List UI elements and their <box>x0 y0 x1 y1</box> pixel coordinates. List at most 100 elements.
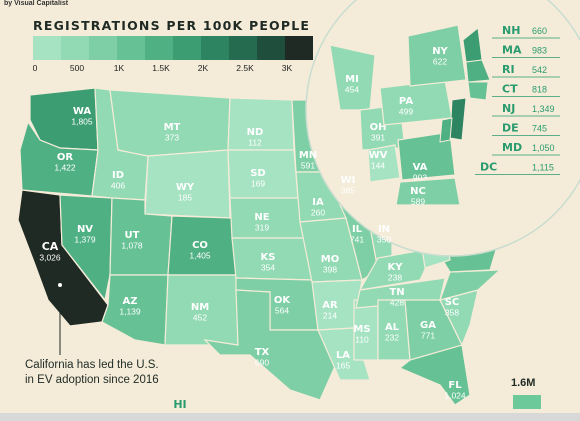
state-label-mt-abbr: MT <box>164 122 181 133</box>
state-label-ks-abbr: KS <box>261 252 276 263</box>
callout-ma-abbr: MA <box>502 44 522 57</box>
state-label-mo-abbr: MO <box>321 254 339 265</box>
state-label-wa-value: 1,805 <box>71 117 93 127</box>
zoom-state-ny <box>407 24 467 87</box>
state-label-nm-value: 452 <box>193 313 207 323</box>
zoom-label-nc-abbr: NC <box>410 186 426 197</box>
zoom-label-ny-value: 622 <box>433 57 447 67</box>
state-label-nv-value: 1,379 <box>74 235 96 245</box>
callout-ma-value: 983 <box>532 46 547 56</box>
state-label-wy-value: 185 <box>178 193 192 203</box>
state-label-wy-abbr: WY <box>176 182 195 193</box>
state-label-in-abbr: IN <box>378 224 390 235</box>
state-label-co-abbr: CO <box>192 240 208 251</box>
zoom-label-pa-value: 499 <box>399 107 413 117</box>
state-label-ky-value: 238 <box>388 273 402 283</box>
callout-de-abbr: DE <box>502 122 519 135</box>
legend-tick-label: 0 <box>32 63 38 73</box>
state-label-ky-abbr: KY <box>388 262 404 273</box>
legend-swatch-7 <box>229 36 257 60</box>
state-label-il-abbr: IL <box>352 224 363 235</box>
state-label-ia-value: 260 <box>311 208 325 218</box>
legend-tick-label: 1K <box>113 63 125 73</box>
callout-de-value: 745 <box>532 124 547 134</box>
state-label-la-value: 165 <box>336 361 350 371</box>
zoom-state-nc <box>395 177 461 206</box>
callout-nh-value: 660 <box>532 26 547 36</box>
callout-nj-abbr: NJ <box>502 102 515 115</box>
legend-tick-label: 500 <box>69 63 85 73</box>
state-label-sc-abbr: SC <box>445 297 460 308</box>
state-label-mn-abbr: MN <box>299 150 317 161</box>
state-label-il-value: 741 <box>350 235 364 245</box>
zoom-small-state-shape <box>439 117 453 143</box>
state-label-ms-value: 110 <box>355 335 369 345</box>
state-label-az-value: 1,139 <box>119 307 141 317</box>
zoom-label-mi-abbr: MI <box>345 74 359 85</box>
state-label-ne-abbr: NE <box>254 212 269 223</box>
state-nc <box>439 269 502 301</box>
state-label-sd-abbr: SD <box>250 168 266 179</box>
state-label-sc-value: 358 <box>445 308 459 318</box>
state-label-ok-value: 564 <box>275 306 289 316</box>
note-line-2: in EV adoption since 2016 <box>25 374 159 386</box>
state-label-ut-value: 1,078 <box>121 241 143 251</box>
state-label-nd-value: 112 <box>248 138 262 148</box>
legend-swatch-0 <box>33 36 61 60</box>
state-label-sd-value: 169 <box>251 179 265 189</box>
state-label-wi-abbr: WI <box>341 175 356 186</box>
state-label-ca-abbr: CA <box>42 240 59 253</box>
states-layer <box>17 29 503 406</box>
state-label-wa-abbr: WA <box>73 106 92 117</box>
callout-dc-value: 1,115 <box>532 163 554 173</box>
state-label-mt-value: 373 <box>165 133 179 143</box>
zoom-state-va <box>397 131 456 181</box>
zoom-label-nc-value: 589 <box>411 197 425 207</box>
state-label-ut-abbr: UT <box>125 230 140 241</box>
state-label-wi-value: 385 <box>341 186 355 196</box>
state-label-hi-abbr: HI <box>173 398 186 411</box>
zoom-label-oh-abbr: OH <box>370 122 387 133</box>
state-label-id-value: 406 <box>111 181 125 191</box>
legend-swatch-4 <box>145 36 173 60</box>
state-label-ia-abbr: IA <box>312 197 324 208</box>
state-label-tx-abbr: TX <box>255 347 270 358</box>
state-label-nm-abbr: NM <box>191 302 209 313</box>
zoom-label-wv-abbr: WV <box>369 150 388 161</box>
legend-swatch-9 <box>285 36 313 60</box>
note-line-1: California has led the U.S. <box>25 359 159 371</box>
legend-swatch-1 <box>61 36 89 60</box>
legend-swatch-8 <box>257 36 285 60</box>
state-label-tx-value: 690 <box>255 358 269 368</box>
legend-swatch-3 <box>117 36 145 60</box>
state-label-fl-value: 1,024 <box>444 391 466 401</box>
zoom-state-wv <box>367 144 401 183</box>
callout-dc-abbr: DC <box>480 161 497 174</box>
state-label-ga-abbr: GA <box>420 320 436 331</box>
legend-title: REGISTRATIONS PER 100K PEOPLE <box>33 18 311 33</box>
state-label-ga-value: 771 <box>421 331 435 341</box>
legend-tick-label: 3K <box>281 63 293 73</box>
state-label-fl-abbr: FL <box>448 380 462 391</box>
callout-ct-abbr: CT <box>502 83 518 96</box>
state-label-or-abbr: OR <box>57 152 74 163</box>
zoom-label-mi-value: 454 <box>345 85 359 95</box>
zoom-label-oh-value: 391 <box>371 133 385 143</box>
callout-ri-abbr: RI <box>502 63 515 76</box>
state-label-ok-abbr: OK <box>274 295 292 306</box>
legend-ticks: 0 500 1K 1.5K 2K 2.5K 3K <box>33 63 293 75</box>
state-label-al-value: 232 <box>385 333 399 343</box>
zoom-label-va-abbr: VA <box>413 162 428 173</box>
california-note: California has led the U.S. in EV adopti… <box>25 358 159 388</box>
legend-tick-label: 1.5K <box>152 63 170 73</box>
legend-tick-label: 2.5K <box>236 63 254 73</box>
state-label-nd-abbr: ND <box>247 127 264 138</box>
zoom-small-state-shape <box>467 81 489 101</box>
state-label-nv-abbr: NV <box>77 224 93 235</box>
legend-tick-label: 2K <box>197 63 209 73</box>
state-label-tn-abbr: TN <box>389 287 404 298</box>
bottom-scrollbar[interactable] <box>0 413 580 421</box>
callout-md-abbr: MD <box>502 141 522 154</box>
